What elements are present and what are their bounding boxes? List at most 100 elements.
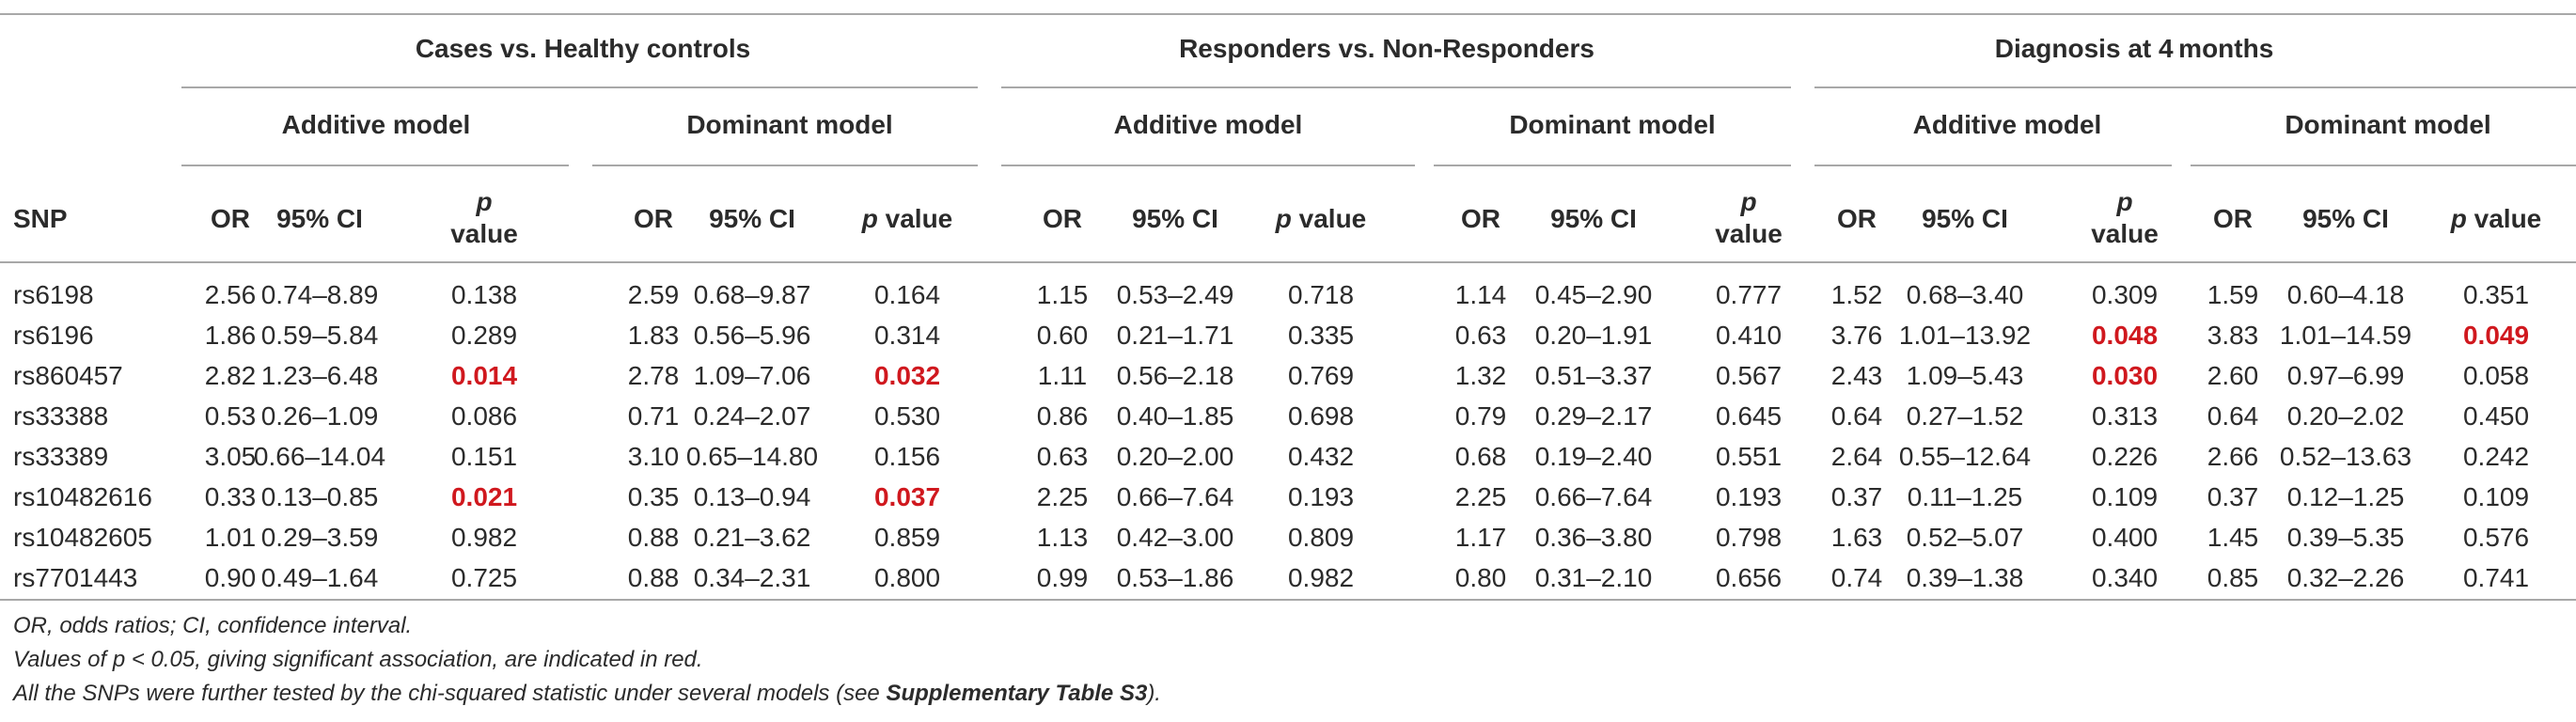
ci-cell: 0.20–2.02 — [2286, 401, 2405, 431]
or-cell: 2.64 — [1830, 442, 1883, 471]
p-value-cell: 0.193 — [1287, 482, 1355, 511]
ci-cell: 0.29–2.17 — [1534, 401, 1653, 431]
p-value-cell: 0.645 — [1715, 401, 1783, 431]
footnote-abbreviations: OR, odds ratios; CI, confidence interval… — [13, 613, 413, 638]
or-cell: 2.25 — [1036, 482, 1089, 511]
or-cell: 0.33 — [204, 482, 257, 511]
or-cell: 1.01 — [204, 523, 257, 552]
p-value-cell: 0.086 — [450, 401, 518, 431]
or-cell: 1.45 — [2207, 523, 2259, 552]
snp-cell: rs33389 — [13, 442, 109, 471]
or-cell: 0.80 — [1454, 563, 1507, 592]
group-header-2: Responders vs. Non-Responders — [1179, 34, 1594, 63]
ci-cell: 0.20–2.00 — [1116, 442, 1234, 471]
or-cell: 0.64 — [2207, 401, 2259, 431]
column-header-snp: SNP — [13, 204, 68, 233]
group-header-3: Diagnosis at 4 months — [1994, 34, 2274, 63]
model-rule-6 — [2191, 165, 2576, 166]
supplementary-table-link[interactable]: Supplementary Table S3 — [886, 681, 1148, 706]
or-cell: 1.11 — [1037, 361, 1088, 390]
p-value-cell: 0.032 — [873, 361, 941, 390]
p-value-cell: 0.226 — [2091, 442, 2159, 471]
p-value-cell: 0.037 — [873, 482, 941, 511]
or-cell: 0.35 — [627, 482, 680, 511]
or-cell: 2.82 — [204, 361, 257, 390]
or-cell: 2.60 — [2207, 361, 2259, 390]
or-cell: 0.63 — [1036, 442, 1089, 471]
p-value-cell: 0.109 — [2462, 482, 2530, 511]
or-cell: 0.88 — [627, 523, 680, 552]
column-header-p: p — [2116, 187, 2133, 216]
ci-cell: 0.59–5.84 — [260, 321, 379, 350]
snp-cell: rs6198 — [13, 280, 94, 309]
ci-cell: 1.09–5.43 — [1906, 361, 2024, 390]
ci-cell: 0.55–12.64 — [1898, 442, 2032, 471]
ci-cell: 0.68–3.40 — [1906, 280, 2024, 309]
snp-cell: rs6196 — [13, 321, 94, 350]
p-value-cell: 0.450 — [2462, 401, 2530, 431]
column-header-ci: 95% CI — [1550, 204, 1637, 233]
column-header-p-value: p value — [861, 204, 953, 233]
or-cell: 0.86 — [1036, 401, 1089, 431]
p-italic: p — [2450, 204, 2467, 233]
ci-cell: 0.66–14.04 — [253, 442, 386, 471]
or-cell: 2.43 — [1830, 361, 1883, 390]
model-header-1: Additive model — [281, 110, 471, 139]
model-header-4: Dominant model — [1509, 110, 1716, 139]
p-value-cell: 0.156 — [873, 442, 941, 471]
ci-cell: 0.40–1.85 — [1116, 401, 1234, 431]
p-value-cell: 0.567 — [1715, 361, 1783, 390]
ci-cell: 0.53–1.86 — [1116, 563, 1234, 592]
column-header-or: OR — [1043, 204, 1082, 233]
table-bottom-rule — [0, 599, 2576, 601]
ci-cell: 0.56–5.96 — [693, 321, 811, 350]
p-value-cell: 0.718 — [1287, 280, 1355, 309]
table-top-rule — [0, 13, 2576, 15]
p-value-cell: 0.030 — [2091, 361, 2159, 390]
or-cell: 0.74 — [1830, 563, 1883, 592]
p-value-cell: 0.725 — [450, 563, 518, 592]
column-header-or: OR — [1461, 204, 1500, 233]
p-value-cell: 0.576 — [2462, 523, 2530, 552]
ci-cell: 0.74–8.89 — [260, 280, 379, 309]
or-cell: 0.37 — [1830, 482, 1883, 511]
model-rule-2 — [592, 165, 978, 166]
p-value-cell: 0.014 — [450, 361, 518, 390]
or-cell: 0.64 — [1830, 401, 1883, 431]
p-value-cell: 0.340 — [2091, 563, 2159, 592]
p-value-cell: 0.800 — [873, 563, 941, 592]
ci-cell: 0.39–1.38 — [1906, 563, 2024, 592]
p-italic: p — [861, 204, 878, 233]
column-header-p-value: value — [450, 219, 518, 248]
or-cell: 0.85 — [2207, 563, 2259, 592]
column-header-p-value: p value — [2450, 204, 2542, 233]
or-cell: 3.83 — [2207, 321, 2259, 350]
ci-cell: 0.56–2.18 — [1116, 361, 1234, 390]
ci-cell: 0.97–6.99 — [2286, 361, 2405, 390]
p-value-cell: 0.151 — [450, 442, 518, 471]
ci-cell: 0.12–1.25 — [2286, 482, 2405, 511]
p-value-cell: 0.109 — [2091, 482, 2159, 511]
column-header-ci: 95% CI — [1132, 204, 1218, 233]
ci-cell: 0.39–5.35 — [2286, 523, 2405, 552]
ci-cell: 0.19–2.40 — [1534, 442, 1653, 471]
ci-cell: 0.60–4.18 — [2286, 280, 2405, 309]
or-cell: 3.10 — [627, 442, 680, 471]
column-header-ci: 95% CI — [1922, 204, 2008, 233]
snp-cell: rs7701443 — [13, 563, 138, 592]
p-value-cell: 0.314 — [873, 321, 941, 350]
group-rule-3 — [1814, 86, 2576, 88]
or-cell: 1.15 — [1036, 280, 1089, 309]
ci-cell: 0.49–1.64 — [260, 563, 379, 592]
p-value-cell: 0.982 — [450, 523, 518, 552]
or-cell: 2.78 — [627, 361, 680, 390]
column-header-or: OR — [211, 204, 250, 233]
ci-cell: 0.68–9.87 — [693, 280, 811, 309]
group-header-1: Cases vs. Healthy controls — [415, 34, 751, 63]
snp-cell: rs10482605 — [13, 523, 152, 552]
ci-cell: 0.53–2.49 — [1116, 280, 1234, 309]
or-cell: 0.99 — [1036, 563, 1089, 592]
p-value-cell: 0.777 — [1715, 280, 1783, 309]
ci-cell: 0.27–1.52 — [1906, 401, 2024, 431]
ci-cell: 0.11–1.25 — [1907, 482, 2023, 511]
